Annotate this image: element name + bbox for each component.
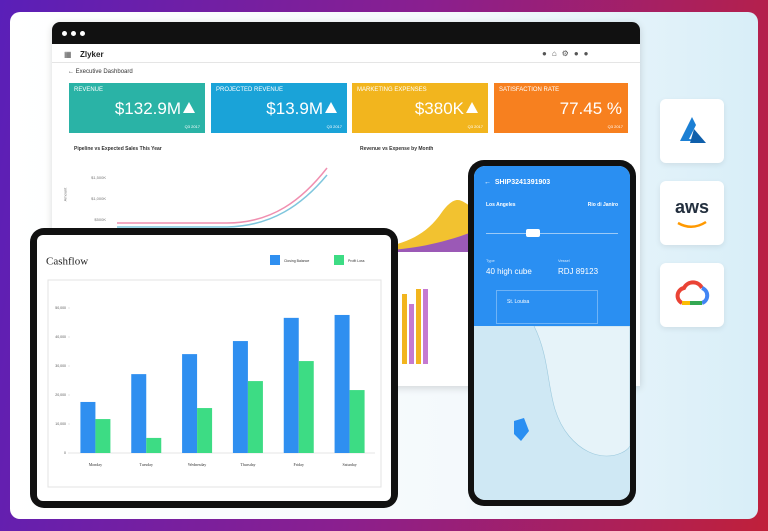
kpi-value: $132.9M	[114, 99, 181, 118]
shipment-header	[474, 166, 630, 326]
vessel-value: RDJ 89123	[558, 267, 599, 276]
tablet: Cashflow 0 10,000 20,000 30,000 40,000 50,000…	[30, 228, 398, 508]
menu-icon[interactable]: ▦	[64, 50, 72, 59]
window-dot	[71, 31, 76, 36]
y-tick-label: 10,000	[55, 422, 66, 426]
kpi-card[interactable]: REVENUE $132.9M Q3 2017	[69, 83, 205, 133]
kpi-period: Q3 2017	[607, 124, 623, 129]
x-tick-label: Tuesday	[140, 462, 153, 467]
pipeline-lines	[117, 167, 328, 228]
aws-smile	[677, 220, 707, 228]
revenue-area-shape	[362, 200, 472, 252]
plot-frame	[47, 279, 382, 488]
phone: ← SHIP3241391903 Los Angeles Rio di Jani…	[468, 160, 636, 506]
window-bar	[52, 22, 640, 44]
divider	[52, 62, 640, 63]
x-tick-label: Friday	[294, 462, 304, 467]
revenue-area	[362, 200, 472, 252]
kpi-period: Q3 2017	[326, 124, 342, 129]
pipeline-line	[117, 167, 328, 224]
axis-label: Amount	[62, 187, 68, 202]
kpi-card[interactable]: SATISFACTION RATE 77.45 % Q3 2017	[494, 83, 628, 133]
kpi-value: $380K	[414, 99, 464, 118]
kpi-value: $13.9M	[266, 99, 323, 118]
aws-logo: aws	[660, 181, 724, 245]
type-value: 40 high cube	[486, 267, 532, 276]
stop-box[interactable]: St. Louisa	[496, 290, 598, 324]
y-tick-label: 50,000	[55, 306, 66, 310]
y-tick-label: 0	[64, 451, 66, 455]
bar	[283, 317, 299, 453]
x-tick-label: Saturday	[342, 462, 356, 467]
phone-screen: ← SHIP3241391903 Los Angeles Rio di Jani…	[474, 166, 630, 500]
type-label: Type	[486, 258, 495, 263]
pipeline-ticks: $1,500K $1,000K $500K	[76, 167, 106, 230]
tick-label: $500K	[94, 217, 106, 222]
chart-title: Cashflow	[46, 256, 88, 268]
bar	[232, 341, 248, 453]
mini-bars	[402, 289, 428, 364]
kpi-label: PROJECTED REVENUE	[216, 87, 284, 93]
kpi-card[interactable]: PROJECTED REVENUE $13.9M Q3 2017	[211, 83, 347, 133]
window-dot	[80, 31, 85, 36]
legend-label: Closing Balance	[284, 259, 309, 263]
chart-title: Pipeline vs Expected Sales This Year	[74, 146, 162, 152]
bar	[334, 314, 350, 453]
x-tick-label: Wednesday	[188, 462, 206, 467]
bar	[95, 419, 111, 453]
y-tick-label: 40,000	[55, 335, 66, 339]
x-tick-label: Thursday	[240, 462, 255, 467]
kpi-value: 77.45 %	[559, 99, 622, 118]
bar	[131, 374, 147, 453]
cashflow-chart: Cashflow 0 10,000 20,000 30,000 40,000 50,000…	[46, 255, 382, 488]
gcp-icon	[675, 280, 710, 305]
stop-name: St. Louisa	[507, 299, 530, 305]
kpi-card[interactable]: MARKETING EXPENSES $380K Q3 2017	[352, 83, 488, 133]
tick-label: $1,000K	[91, 196, 106, 201]
bar	[146, 437, 162, 453]
vessel-label: Vessel	[558, 258, 570, 263]
bar	[80, 401, 96, 453]
legend-swatch	[334, 255, 344, 265]
shipment-id-text: SHIP3241391903	[494, 179, 551, 186]
legend-label: Profit Loss	[348, 259, 365, 263]
bar	[182, 354, 198, 453]
window-dot	[62, 31, 67, 36]
legend-swatch	[270, 255, 280, 265]
page-title: ← Executive Dashboard	[68, 69, 133, 75]
y-tick-label: 30,000	[55, 364, 66, 368]
toolbar-icons[interactable]: ●⌂⚙●●	[542, 49, 594, 58]
kpi-label: REVENUE	[74, 87, 104, 93]
route-line	[486, 233, 618, 234]
bar	[349, 390, 365, 453]
gcp-logo	[660, 263, 724, 327]
app-name: Zlyker	[80, 50, 104, 59]
origin: Los Angeles	[486, 202, 516, 208]
kpi-period: Q3 2017	[184, 124, 200, 129]
bar	[298, 361, 314, 453]
ship-marker	[526, 229, 540, 237]
bar	[247, 381, 263, 453]
shipment-id: ← SHIP3241391903	[484, 179, 551, 186]
map	[474, 326, 630, 500]
bar	[197, 408, 213, 453]
tick-label: $1,500K	[91, 175, 106, 180]
expense-area-shape	[362, 232, 472, 252]
kpi-label: MARKETING EXPENSES	[357, 87, 427, 93]
chart-title: Revenue vs Expense by Month	[360, 146, 434, 152]
azure-logo	[660, 99, 724, 163]
kpi-period: Q3 2017	[467, 124, 483, 129]
page-title-text: Executive Dashboard	[75, 69, 133, 75]
aws-text: aws	[674, 197, 710, 217]
y-tick-label: 20,000	[55, 393, 66, 397]
azure-icon	[680, 117, 706, 143]
x-tick-label: Monday	[89, 462, 102, 467]
tablet-screen: Cashflow 0 10,000 20,000 30,000 40,000 50,000…	[37, 235, 391, 501]
destination: Rio di Janiro	[587, 202, 618, 208]
pipeline-line	[117, 174, 328, 228]
kpi-label: SATISFACTION RATE	[499, 87, 560, 93]
